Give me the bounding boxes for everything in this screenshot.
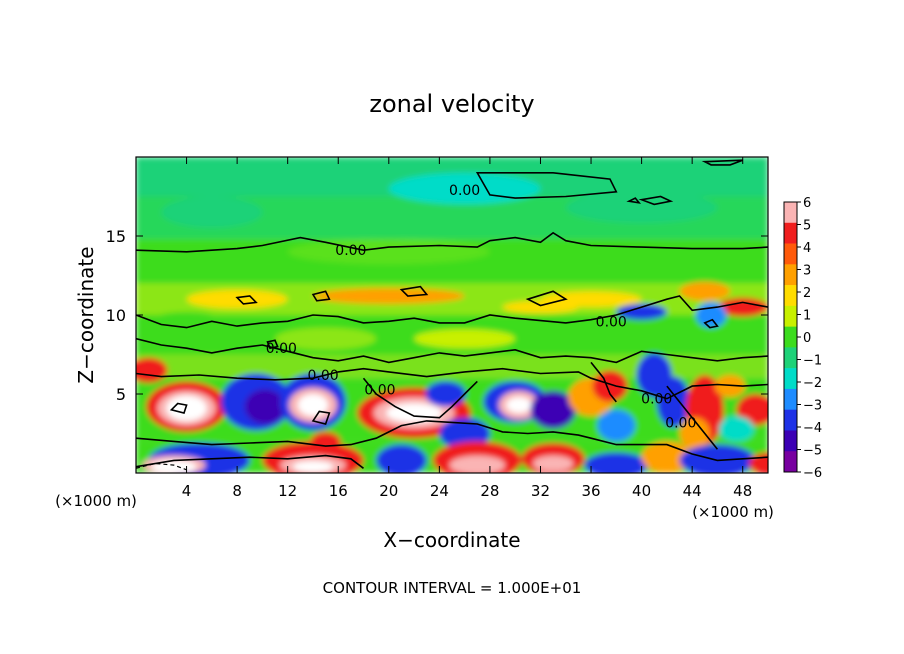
- colorbar-tick-label: 5: [803, 219, 811, 234]
- contour-line: [136, 295, 768, 329]
- y-tick-label: 15: [106, 227, 126, 246]
- x-tick-label: 48: [733, 482, 752, 500]
- contour-label: 0.00: [335, 243, 366, 259]
- contour-line: [266, 339, 279, 350]
- colorbar-tick-label: −3: [803, 399, 822, 414]
- x-tick-label: 36: [581, 482, 600, 500]
- contour-line: [136, 420, 768, 462]
- contour-line: [362, 377, 478, 419]
- contour-line: [136, 337, 768, 364]
- colorbar-tick-label: 4: [803, 241, 811, 256]
- contour-line: [311, 290, 331, 302]
- x-tick-label: 20: [379, 482, 398, 500]
- contour-line: [525, 290, 568, 307]
- x-tick-label: 24: [430, 482, 449, 500]
- contour-label: 0.00: [641, 392, 672, 408]
- x-tick-label: 40: [632, 482, 651, 500]
- field-shading: [136, 157, 768, 473]
- contour-line: [590, 361, 617, 403]
- contour-line-dashed: [136, 462, 187, 471]
- colorbar-tick-label: −6: [803, 466, 822, 481]
- colorbar-swatch: [784, 409, 797, 431]
- colorbar-tick-label: −2: [803, 376, 822, 391]
- x-tick-label: 4: [182, 482, 192, 500]
- colorbar-swatch: [784, 202, 797, 224]
- colorbar-tick-label: 3: [803, 264, 811, 279]
- y-tick-label: 10: [106, 306, 126, 325]
- y-axis-label: Z−coordinate: [74, 246, 98, 383]
- x-axis-label: X−coordinate: [383, 528, 520, 552]
- colorbar-swatch: [784, 222, 797, 244]
- colorbar-tick-label: 1: [803, 309, 811, 324]
- contour-line: [475, 172, 618, 199]
- colorbar-swatch: [784, 347, 797, 369]
- contour-label: 0.00: [665, 415, 696, 431]
- colorbar-swatch: [784, 368, 797, 390]
- colorbar-tick-label: 0: [803, 331, 811, 346]
- contour-label: 0.00: [364, 382, 395, 398]
- x-tick-label: 16: [329, 482, 348, 500]
- contour-line: [311, 410, 331, 425]
- colorbar-tick-label: −4: [803, 421, 822, 436]
- x-tick-label: 32: [531, 482, 550, 500]
- colorbar-swatch: [784, 305, 797, 327]
- contour-label: 0.00: [266, 341, 297, 357]
- colorbar-swatch: [784, 264, 797, 286]
- contour-line: [136, 367, 768, 400]
- x-axis-ticks: 4 8 12 16 20 24 28 32 36 40 44 48: [182, 157, 752, 500]
- contour-line: [701, 159, 743, 166]
- contour-line: [626, 197, 642, 204]
- chart-title: zonal velocity: [369, 90, 534, 118]
- contour-line: [703, 318, 719, 329]
- colorbar-swatch: [784, 451, 797, 473]
- contour-lines: [136, 159, 768, 471]
- contour-label: 0.00: [596, 314, 627, 330]
- x-tick-label: 12: [278, 482, 297, 500]
- contour-label: 0.00: [449, 183, 480, 199]
- colorbar-tick-label: −5: [803, 444, 822, 459]
- x-tick-label: 8: [232, 482, 242, 500]
- contour-line: [136, 231, 768, 253]
- x-unit-label-left: (×1000 m): [55, 492, 137, 510]
- contour-labels: 0.00 0.00 0.00 0.00 0.00 0.00 0.00 0.00: [266, 183, 697, 431]
- y-axis-ticks: 5 10 15: [106, 227, 768, 404]
- contour-line: [399, 285, 429, 297]
- colorbar-swatch: [784, 388, 797, 410]
- y-tick-label: 5: [116, 385, 126, 404]
- colorbar-swatch: [784, 285, 797, 307]
- colorbar-tick-label: 2: [803, 286, 811, 301]
- x-tick-label: 28: [480, 482, 499, 500]
- colorbar-swatch: [784, 430, 797, 452]
- colorbar-swatch: [784, 326, 797, 348]
- contour-label: 0.00: [307, 368, 338, 384]
- colorbar: 6 5 4 3 2 1 0 −1 −2 −3 −4 −5 −6: [783, 196, 822, 481]
- x-unit-label-right: (×1000 m): [692, 503, 774, 521]
- contour-line: [235, 295, 258, 305]
- contour-interval-note: CONTOUR INTERVAL = 1.000E+01: [323, 579, 582, 597]
- x-tick-label: 44: [683, 482, 702, 500]
- contour-line: [666, 385, 719, 450]
- colorbar-tick-label: 6: [803, 196, 811, 211]
- contour-line: [136, 454, 364, 469]
- velocity-field: [136, 157, 768, 473]
- contour-line: [638, 195, 674, 206]
- colorbar-tick-label: −1: [803, 354, 822, 369]
- colorbar-swatch: [784, 243, 797, 265]
- contour-line: [169, 402, 188, 414]
